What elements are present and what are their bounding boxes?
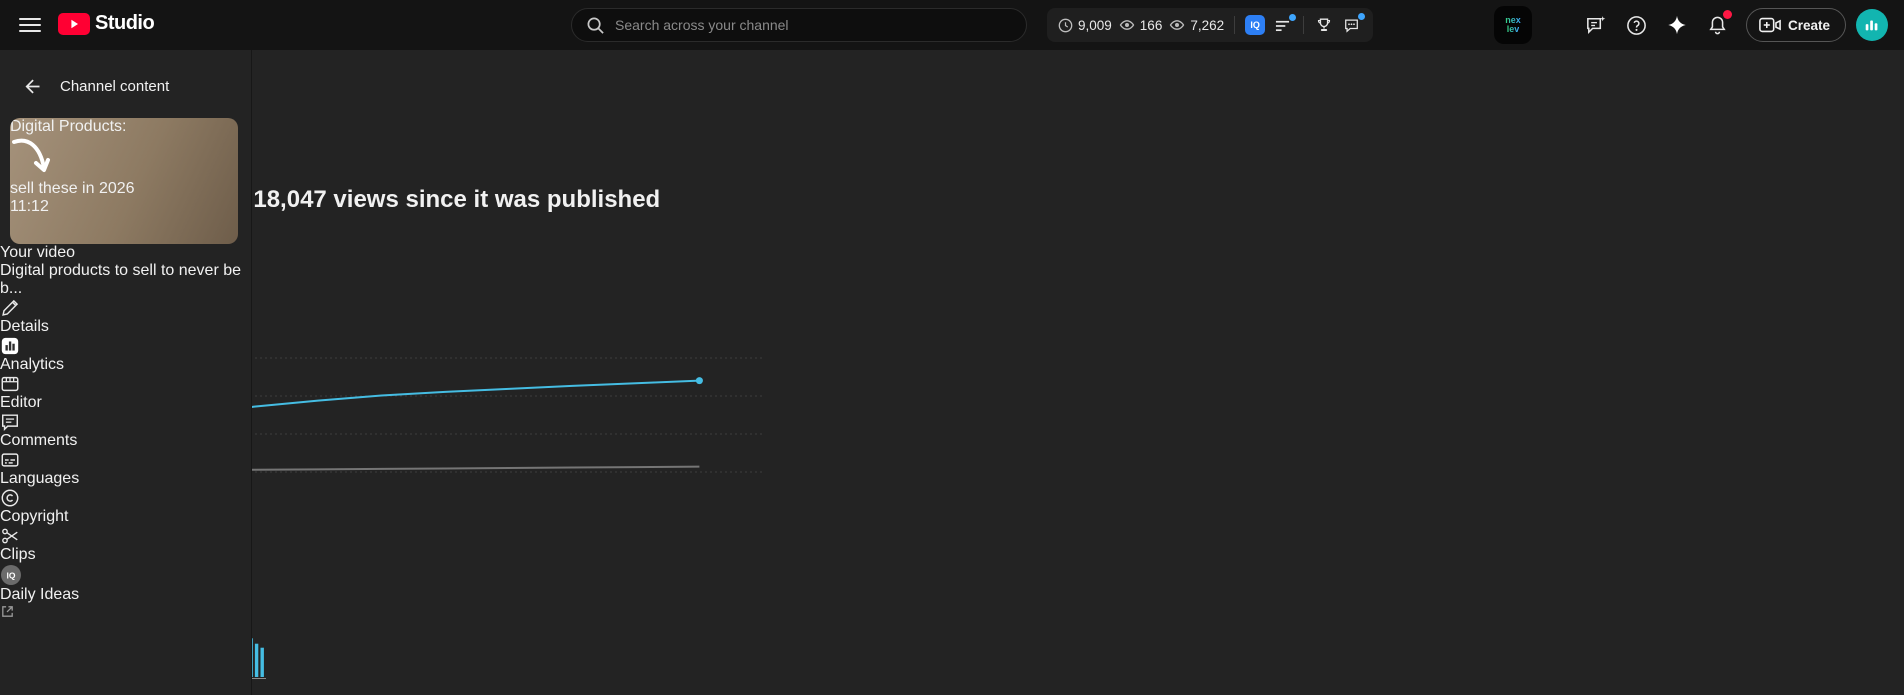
bar-chart-icon [1,337,19,355]
sidebar-item-clips[interactable]: Clips [0,526,251,564]
editor-icon [1,376,19,392]
sidebar-item-languages[interactable]: Languages [0,450,251,488]
sidebar-item-details[interactable]: Details [0,298,251,336]
notification-dot [1358,13,1366,20]
stat-views-day: 7,262 [1169,17,1224,33]
comment-icon [2,414,18,432]
svg-text:IQ: IQ [7,571,16,581]
menu-icon[interactable] [17,13,43,37]
metric-tab-subscribers[interactable]: Subscribers +456 [0,306,1904,324]
views-headline: This video has gotten 18,047 views since… [0,186,661,213]
eye-icon [1170,20,1185,30]
topbar: Studio 9,009 166 7,262 IQ [0,0,1904,50]
search-bar[interactable] [571,8,1027,42]
chart-legend: This video Typical performance [0,324,1904,342]
date-range-text: Jan 2, 2026 — Now [0,128,1904,146]
sidebar: Channel content Digital Products: sell t… [0,50,252,695]
stat-watch-time: 9,009 [1058,18,1112,33]
thumbnail-arrow [12,138,50,172]
trophy-icon[interactable] [1314,15,1334,35]
video-thumbnail[interactable]: Digital Products: sell these in 2026 11:… [10,118,238,244]
overview-metrics-card: Views 18.0K 16.7K more than usual Watch … [0,214,1904,547]
your-video-label: Your video [0,244,76,261]
search-icon [587,17,604,34]
studio-wordmark: Studio [95,12,155,34]
thumbnail-title-text: sell these in 2026 [10,180,135,197]
metric-tab-views[interactable]: Views 18.0K 16.7K more than usual [0,214,1904,260]
vidiq-icon[interactable]: IQ [1245,15,1266,35]
nexlev-extension-icon[interactable]: nex lev [1494,6,1532,44]
trend-up-icon [0,232,1904,242]
realtime-card: Realtime Updating live 583 Views · Last … [0,547,1904,695]
date-mode-text: Since published [0,146,1904,164]
analytics-tabs: Overview Reach Engagement Audience [0,56,1904,128]
tab-overview[interactable]: Overview [0,56,1904,74]
date-range-selector[interactable]: Jan 2, 2026 — Now Since published [0,128,1904,186]
views-chart: 22.5K15.0K7.5K0 061218243036 days [0,342,1904,528]
create-video-icon [1759,17,1781,33]
sidebar-item-comments[interactable]: Comments [0,412,251,450]
stat-views-hour: 166 [1119,17,1162,33]
channel-avatar[interactable] [1856,9,1888,41]
scissors-icon [2,528,18,544]
avatar-chart-glyph [1865,20,1878,31]
realtime-status: Updating live [0,565,1904,583]
tab-engagement[interactable]: Engagement [0,92,1904,110]
x-axis-labels: 061218243036 days [0,510,1904,528]
sidebar-item-editor[interactable]: Editor [0,374,251,412]
video-duration-badge: 11:12 [10,198,49,215]
sidebar-item-copyright[interactable]: Copyright [0,488,251,526]
vidiq-icon: IQ [1,565,21,585]
realtime-axis: -48h Now [0,682,1904,695]
sidebar-nav: Details Analytics Editor Comments Langua… [0,298,251,619]
search-input[interactable] [615,17,1012,33]
back-arrow-icon [25,79,40,94]
feedback-icon[interactable] [1578,9,1612,41]
y-axis-labels: 22.5K15.0K7.5K0 [0,492,1904,510]
sparkle-icon[interactable] [1660,9,1694,41]
notifications-bell-icon[interactable] [1700,9,1734,41]
extension-stats-pill: 9,009 166 7,262 IQ [1047,8,1374,42]
divider [1234,16,1236,34]
tab-audience[interactable]: Audience [0,110,1904,128]
realtime-title: Realtime [0,547,1904,565]
chat-bubble-icon[interactable] [1341,13,1366,35]
back-to-channel-content[interactable]: Channel content [0,50,251,97]
thumbnail-notes-panel: Digital Products: [10,118,127,135]
help-icon[interactable] [1619,9,1653,41]
metric-tab-watch-time[interactable]: Watch time (hours) 1.1K 998.9 more than … [0,260,1904,306]
divider [1303,16,1305,34]
sidebar-item-daily-ideas[interactable]: IQ Daily Ideas [0,564,251,619]
eye-icon [1119,20,1135,30]
youtube-play-icon [58,12,90,35]
pencil-icon [2,299,19,316]
create-button[interactable]: Create [1746,8,1847,42]
metric-tabs: Views 18.0K 16.7K more than usual Watch … [0,214,1904,324]
trend-up-icon [0,278,1904,288]
video-title: Digital products to sell to never be b..… [0,262,242,297]
sidebar-item-analytics[interactable]: Analytics [0,336,251,374]
notification-dot [1723,10,1732,19]
copyright-icon [1,489,19,507]
clock-icon [1058,18,1073,32]
subtitles-icon [1,453,19,467]
external-link-icon [2,606,13,617]
notification-dot [1289,13,1297,21]
realtime-views-value: 583 [0,583,1904,601]
youtube-studio-logo[interactable]: Studio [58,12,155,35]
tab-reach[interactable]: Reach [0,74,1904,92]
vidiq-rankings-icon[interactable] [1272,13,1297,35]
realtime-views-selector[interactable]: Views · Last 48 hours [0,601,1904,635]
